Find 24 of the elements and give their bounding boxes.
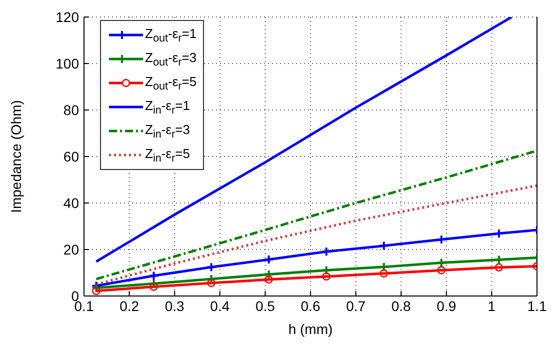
legend-label: Z$_{in}$-ε$_{r}$=3 (145, 122, 190, 140)
x-tick-label: 0.5 (255, 298, 276, 314)
y-tick-label: 120 (56, 8, 80, 25)
x-tick-label: 0.7 (346, 298, 366, 314)
y-tick-label: 80 (63, 102, 80, 118)
x-tick-label: 1.1 (527, 298, 547, 314)
legend-label: Z$_{out}$-ε$_{r}$=1 (145, 26, 197, 44)
x-tick-label: 0.9 (436, 298, 456, 314)
legend-label: Z$_{in}$-ε$_{r}$=5 (145, 146, 190, 164)
legend-label: Z$_{out}$-ε$_{r}$=3 (145, 50, 197, 68)
x-tick-label: 1 (488, 298, 496, 314)
legend-label: Z$_{in}$-ε$_{r}$=1 (145, 98, 190, 116)
y-tick-label: 100 (56, 55, 80, 72)
y-axis-title: Impedance (Ohm) (8, 100, 24, 213)
x-tick-label: 0.8 (391, 298, 412, 314)
x-axis-title: h (mm) (288, 321, 333, 337)
legend-label: Z$_{out}$-ε$_{r}$=5 (145, 74, 197, 92)
x-tick-label: 0.4 (210, 298, 230, 314)
x-tick-label: 0.2 (120, 298, 140, 314)
y-tick-label: 60 (63, 148, 80, 164)
x-tick-label: 0.3 (164, 298, 185, 314)
y-tick-label: 20 (63, 241, 80, 258)
y-tick-label: 40 (63, 194, 80, 211)
x-tick-label: 0.6 (300, 298, 320, 314)
